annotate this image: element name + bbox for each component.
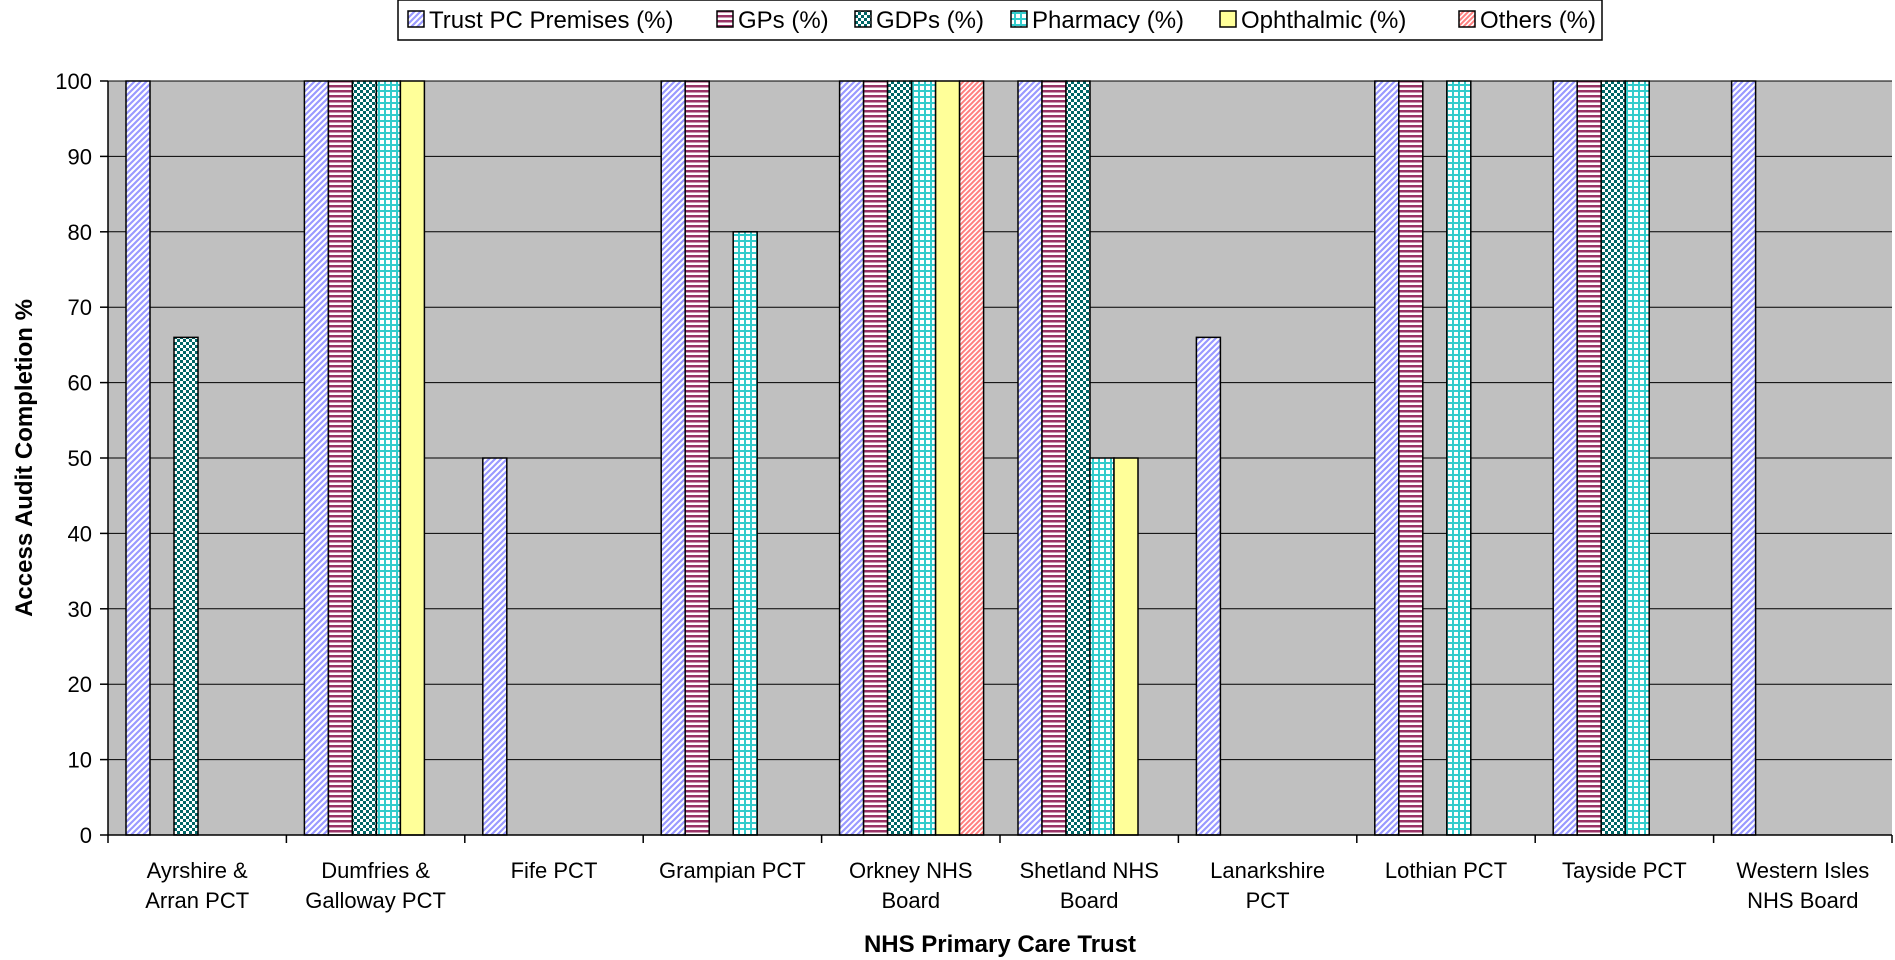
bar-trust-pc-premises-7	[1374, 80, 1400, 836]
bar-gdps-0	[173, 336, 199, 836]
legend-box	[397, 0, 1603, 41]
bar-pharmacy-7	[1446, 80, 1472, 836]
legend-swatch	[1219, 10, 1237, 28]
legend-label: Ophthalmic (%)	[1241, 7, 1406, 34]
bar-pharmacy-4	[910, 80, 937, 836]
bar-trust-pc-premises-1	[303, 80, 330, 836]
x-tick-label: Grampian PCT	[659, 858, 806, 883]
x-tick-label: Ayrshire & Arran PCT	[145, 858, 249, 913]
y-tick-label: 10	[68, 748, 92, 773]
y-tick-label: 90	[68, 144, 92, 169]
y-tick-label: 40	[68, 521, 92, 546]
bar-gps-1	[327, 80, 354, 836]
y-tick-label: 60	[68, 371, 92, 396]
x-tick-label: Dumfries & Galloway PCT	[305, 858, 446, 913]
bar-trust-pc-premises-9	[1730, 80, 1757, 836]
y-tick-label: 70	[68, 295, 92, 320]
bar-trust-pc-premises-3	[660, 80, 686, 836]
y-tick-label: 100	[55, 69, 92, 94]
x-tick-label: Lanarkshire PCT	[1210, 858, 1325, 913]
x-tick-label: Shetland NHS Board	[1019, 858, 1158, 913]
bar-trust-pc-premises-5	[1017, 80, 1043, 836]
x-tick-label: Lothian PCT	[1385, 858, 1507, 883]
bar-pharmacy-5	[1089, 457, 1115, 836]
x-tick-label: Tayside PCT	[1562, 858, 1687, 883]
bar-pharmacy-8	[1624, 80, 1650, 836]
bar-gps-8	[1576, 80, 1602, 836]
bar-ophthalmic-1	[399, 80, 426, 836]
bar-others-4	[958, 80, 985, 836]
legend-label: Trust PC Premises (%)	[429, 7, 673, 34]
bar-gps-5	[1041, 80, 1067, 836]
bar-ophthalmic-5	[1113, 457, 1139, 836]
bar-pharmacy-1	[375, 80, 402, 836]
x-tick-label: Fife PCT	[511, 858, 598, 883]
bar-ophthalmic-4	[934, 80, 961, 836]
bar-pharmacy-3	[732, 231, 758, 836]
bar-gdps-4	[886, 80, 913, 836]
y-axis: 0 10 20 30 40 50 60 70 80 90 100	[55, 69, 109, 848]
x-tick-label: Western Isles NHS Board	[1736, 858, 1869, 913]
y-tick-label: 30	[68, 597, 92, 622]
legend-label: Others (%)	[1480, 7, 1596, 34]
bar-gps-4	[862, 80, 889, 836]
legend-swatch	[716, 10, 734, 28]
y-tick-label: 50	[68, 446, 92, 471]
bar-trust-pc-premises-8	[1552, 80, 1578, 836]
plot-area	[108, 80, 1892, 836]
legend-label: GDPs (%)	[876, 7, 984, 34]
legend-label: Pharmacy (%)	[1032, 7, 1184, 34]
legend: Trust PC Premises (%) GPs (%) GDPs (%) Phar…	[397, 0, 1603, 41]
legend-swatch	[1010, 10, 1028, 28]
bar-trust-pc-premises-0	[125, 80, 151, 836]
x-axis-title: NHS Primary Care Trust	[864, 931, 1136, 958]
legend-swatch	[854, 10, 872, 28]
bar-gdps-5	[1065, 80, 1091, 836]
bar-gdps-1	[351, 80, 378, 836]
y-tick-label: 0	[80, 823, 92, 848]
bar-gps-3	[684, 80, 710, 836]
bar-trust-pc-premises-4	[838, 80, 865, 836]
y-axis-title: Access Audit Completion %	[11, 299, 38, 617]
bar-trust-pc-premises-2	[482, 457, 508, 836]
y-tick-label: 80	[68, 220, 92, 245]
bar-gdps-8	[1600, 80, 1626, 836]
legend-swatch	[1458, 10, 1476, 28]
y-tick-label: 20	[68, 672, 92, 697]
legend-swatch	[407, 10, 425, 28]
bar-trust-pc-premises-6	[1195, 336, 1222, 836]
bar-gps-7	[1398, 80, 1424, 836]
x-tick-label: Orkney NHS Board	[849, 858, 972, 913]
x-axis: Ayrshire & Arran PCT Dumfries & Galloway PC…	[107, 834, 1893, 913]
legend-label: GPs (%)	[738, 7, 829, 34]
